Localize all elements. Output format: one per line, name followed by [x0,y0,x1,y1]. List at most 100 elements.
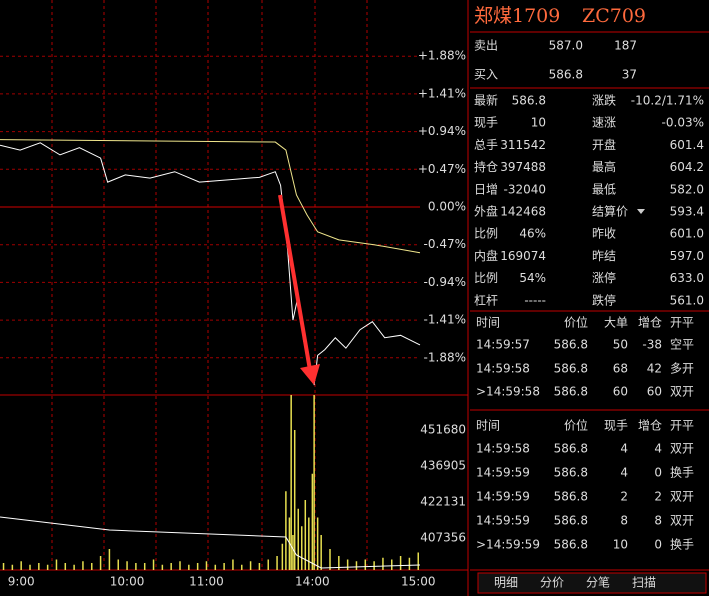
stat-label: 持仓 [474,159,498,174]
x-tick-label: 9:00 [8,575,35,589]
y-tick-label: -1.41% [424,313,466,327]
table-cell: 14:59:58 [476,442,530,456]
holding-line [0,516,421,569]
stat-label: 速涨 [592,115,616,130]
table-cell: 4 [620,466,628,480]
tab-bar [477,572,707,594]
table-cell: 14:59:59 [476,514,530,528]
y-tick-label: +0.47% [418,162,466,176]
table-cell: 60 [647,385,662,399]
table-header: 大单 [604,316,628,330]
stat-value: 169074 [500,249,546,263]
table-header: 价位 [564,418,588,433]
stat-value: -0.03% [662,116,704,130]
quote-price: 586.8 [549,68,583,82]
stat-label: 最低 [592,182,616,196]
stat-label: 开盘 [592,137,616,152]
table-cell: 586.8 [554,385,588,399]
y-tick-label: +0.94% [418,124,466,138]
x-tick-label: 15:00 [401,575,436,589]
y-tick-label: -1.88% [424,350,466,364]
stat-value: 601.4 [670,138,704,152]
arrow [278,194,312,371]
table-header: 开平 [670,316,694,330]
stat-label: 结算价 [592,204,628,219]
stat-value: 46% [519,227,546,241]
stat-value: 54% [519,271,546,285]
stat-value: 633.0 [670,271,704,285]
stat-value: 311542 [500,138,546,152]
stat-label: 昨收 [592,227,616,241]
y-tick-label: -0.94% [424,275,466,289]
average-line [0,139,421,254]
stat-label: 比例 [474,271,498,285]
stat-value: 586.8 [512,94,546,108]
dropdown-icon [637,209,645,214]
table-cell: 60 [613,385,628,399]
x-tick-label: 10:00 [110,575,145,589]
y2-tick-label: 436905 [420,459,466,473]
price-line [0,142,421,386]
y-tick-label: -0.47% [424,237,466,251]
y2-tick-label: 407356 [420,530,466,544]
table-cell: 50 [613,338,628,352]
table-header: 时间 [476,316,500,330]
table-cell: 586.8 [554,442,588,456]
table-cell: 双开 [670,514,694,528]
tab[interactable]: 分价 [540,576,564,590]
y-tick-label: 0.00% [428,200,466,214]
table-header: 现手 [604,419,628,433]
quote-qty: 37 [622,68,637,82]
stat-value: -10.2/1.71% [631,94,704,108]
tab[interactable]: 明细 [494,576,518,590]
stat-value: -32040 [503,182,546,196]
stat-value: 593.4 [670,205,704,219]
stat-value: 10 [531,116,546,130]
stat-label: 杠杆 [474,292,498,307]
y-tick-label: +1.88% [418,49,466,63]
table-cell: 0 [654,538,662,552]
stat-label: 涨停 [592,270,616,285]
tab[interactable]: 扫描 [632,576,656,590]
stat-label: 总手 [474,138,498,152]
table-cell: 586.8 [554,362,588,376]
table-cell: 4 [620,442,628,456]
table-cell: 14:59:59 [476,490,530,504]
table-cell: 双开 [670,442,694,456]
table-cell: 42 [647,362,662,376]
table-cell: 10 [613,538,628,552]
y2-tick-label: 451680 [420,422,466,436]
stat-label: 外盘 [474,204,498,219]
arrow-head [300,364,320,385]
stat-value: 604.2 [670,160,704,174]
table-cell: 68 [613,362,628,376]
quote-qty: 187 [614,39,637,53]
table-cell: 2 [620,490,628,504]
table-cell: 双开 [670,490,694,504]
y2-tick-label: 422131 [420,494,466,508]
table-header: 开平 [670,419,694,433]
table-cell: 14:59:57 [476,338,530,352]
stat-label: 跌停 [592,292,616,307]
table-cell: 2 [654,490,662,504]
table-cell: >14:59:59 [476,538,540,552]
stat-value: 597.0 [670,249,704,263]
tab[interactable]: 分笔 [586,575,610,590]
table-cell: 586.8 [554,538,588,552]
vgrid [51,0,368,570]
title: 郑煤1709 [474,5,560,27]
stat-label: 内盘 [474,248,498,263]
stat-label: 现手 [474,116,498,130]
table-cell: 586.8 [554,514,588,528]
table-header: 增仓 [638,419,662,433]
stat-label: 最高 [592,159,616,174]
stat-value: 561.0 [670,293,704,307]
x-tick-label: 14:00 [295,575,330,589]
stat-label: 昨结 [592,249,616,263]
code: ZC709 [582,5,646,27]
table-cell: 8 [654,514,662,528]
table-cell: 空平 [670,338,694,352]
stat-label: 最新 [474,93,498,108]
